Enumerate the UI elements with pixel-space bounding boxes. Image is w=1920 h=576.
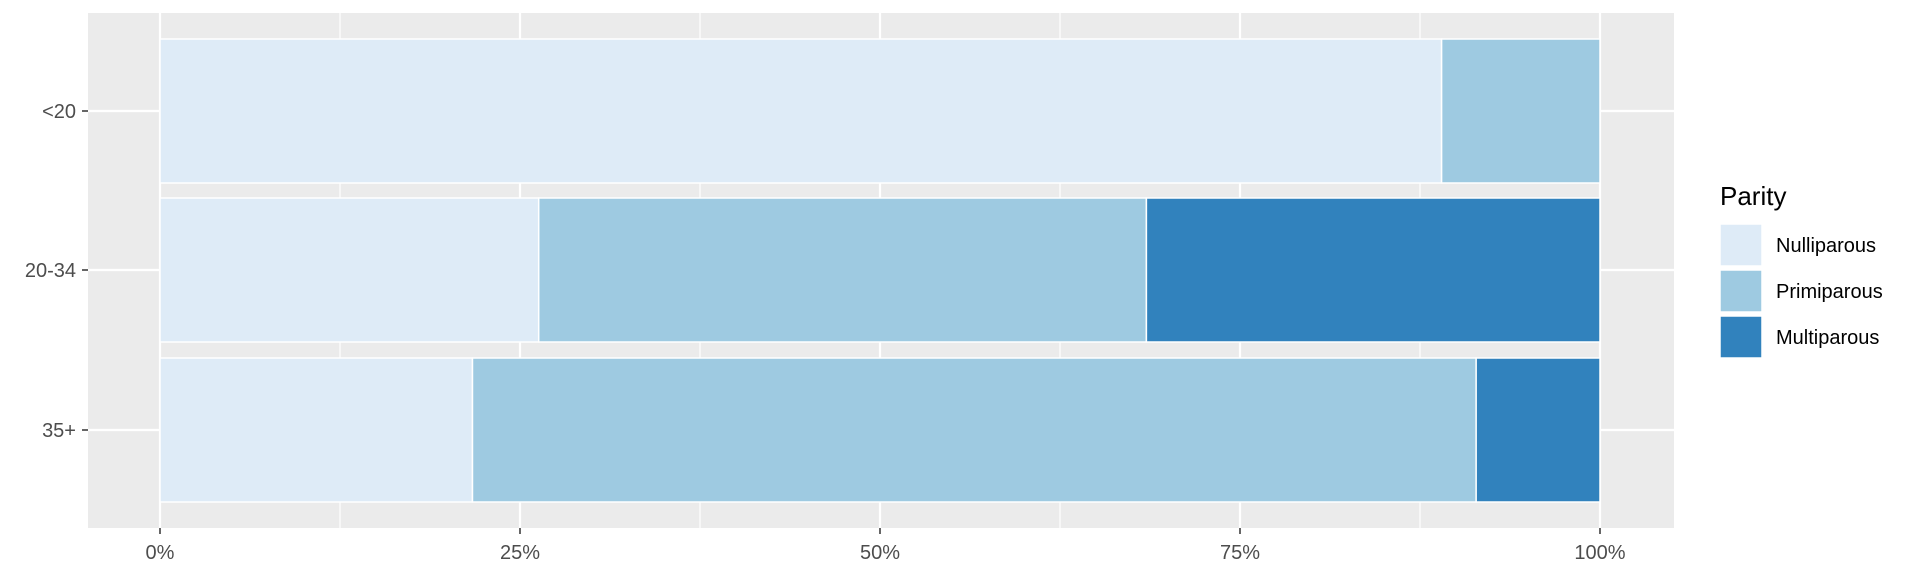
bars: [159, 38, 1601, 503]
legend-key: [1719, 269, 1763, 313]
x-tick-label: 75%: [1220, 542, 1260, 564]
bar-segment: [1440, 38, 1601, 184]
bar-segment: [159, 357, 474, 503]
y-tick-label: 20-34: [25, 260, 76, 282]
legend-key: [1719, 223, 1763, 267]
bar-segment: [537, 197, 1148, 343]
x-tick-label: 25%: [500, 542, 540, 564]
x-tick-label: 50%: [860, 542, 900, 564]
x-tick-label: 0%: [146, 542, 175, 564]
x-axis: 0% 25% 50% 75% 100%: [146, 528, 1626, 564]
y-axis: <20 20-34 35+: [25, 101, 88, 442]
y-tick-label: <20: [42, 101, 76, 123]
bar-segment: [471, 357, 1477, 503]
legend-label: Nulliparous: [1776, 235, 1876, 257]
y-tick-label: 35+: [42, 420, 76, 442]
legend-key: [1719, 315, 1763, 359]
legend-title: Parity: [1720, 181, 1786, 211]
x-tick-label: 100%: [1574, 542, 1625, 564]
bar-segment: [159, 197, 540, 343]
bar-segment: [1475, 357, 1601, 503]
bar-segment: [159, 38, 1443, 184]
legend-label: Primiparous: [1776, 281, 1883, 303]
legend: Parity Nulliparous Primiparous Multiparous: [1719, 181, 1883, 359]
legend-label: Multiparous: [1776, 327, 1879, 349]
bar-segment: [1145, 197, 1601, 343]
